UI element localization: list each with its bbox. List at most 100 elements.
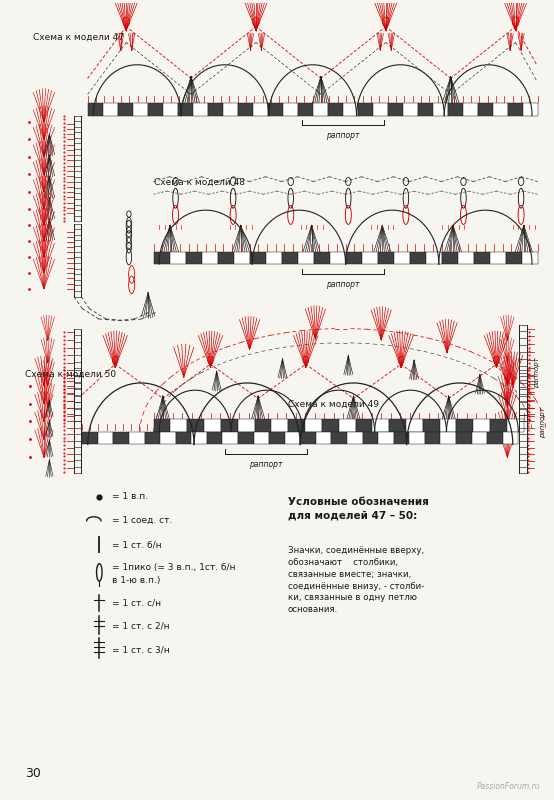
Point	[525, 375, 534, 388]
Point	[524, 367, 532, 380]
Text: раппорт: раппорт	[326, 280, 360, 289]
Bar	[207, 432, 223, 445]
Bar	[271, 419, 288, 432]
Bar	[389, 419, 406, 432]
Bar	[458, 252, 474, 264]
Bar	[473, 419, 490, 432]
Bar	[238, 103, 253, 115]
Bar	[471, 432, 487, 445]
Bar	[316, 432, 331, 445]
Point	[60, 157, 69, 170]
Point	[60, 454, 69, 466]
Bar	[418, 103, 433, 115]
Point	[525, 390, 534, 403]
Point	[60, 120, 69, 133]
Point	[525, 394, 534, 407]
Point	[60, 207, 69, 220]
Bar	[265, 252, 281, 264]
Point	[525, 338, 534, 350]
Bar	[346, 252, 362, 264]
Point	[524, 462, 532, 474]
Point	[60, 375, 69, 388]
Bar	[356, 419, 372, 432]
Bar	[83, 432, 98, 445]
Point	[525, 398, 534, 411]
Point	[525, 364, 534, 377]
Point	[60, 390, 69, 402]
Bar	[297, 103, 312, 115]
Text: = 1 соед. ст.: = 1 соед. ст.	[112, 516, 173, 526]
Point	[60, 431, 69, 444]
Bar	[409, 252, 425, 264]
Point	[524, 386, 532, 399]
Point	[60, 435, 69, 448]
Point	[25, 234, 34, 247]
Point	[524, 446, 532, 459]
Point	[25, 203, 34, 216]
Point	[60, 438, 69, 451]
Point	[524, 465, 532, 478]
Bar	[191, 432, 207, 445]
Point	[525, 402, 534, 415]
Bar	[234, 252, 250, 264]
Point	[525, 368, 534, 381]
Point	[60, 200, 69, 213]
Point	[60, 386, 69, 399]
Point	[60, 182, 69, 195]
Point	[60, 146, 69, 158]
Text: в 1-ю в.п.): в 1-ю в.п.)	[112, 576, 161, 585]
Point	[26, 397, 35, 410]
Bar	[193, 103, 208, 115]
Point	[60, 171, 69, 184]
Text: Условные обозначения
для моделей 47 – 50:: Условные обозначения для моделей 47 – 50…	[288, 497, 429, 520]
Bar	[133, 103, 148, 115]
Text: Значки, соединённые вверху,
обозначают    столбики,
связанные вместе; значки,
со: Значки, соединённые вверху, обозначают с…	[288, 546, 424, 614]
Text: раппорт: раппорт	[540, 407, 546, 438]
Bar	[148, 103, 163, 115]
Bar	[493, 103, 507, 115]
Point	[60, 363, 69, 376]
Bar	[463, 103, 478, 115]
Point	[525, 349, 534, 362]
Bar	[254, 432, 269, 445]
Bar	[208, 103, 223, 115]
Point	[60, 394, 69, 406]
Point	[524, 374, 532, 387]
Point	[26, 379, 35, 392]
Point	[525, 334, 534, 346]
Text: = 1 ст. с 2/н: = 1 ст. с 2/н	[112, 622, 170, 631]
Point	[525, 326, 534, 339]
Bar	[442, 252, 458, 264]
Point	[60, 190, 69, 202]
Text: 30: 30	[25, 766, 40, 780]
Point	[524, 416, 532, 429]
Point	[524, 458, 532, 470]
Bar	[425, 432, 440, 445]
Bar	[153, 252, 170, 264]
Point	[60, 368, 69, 381]
Bar	[145, 432, 160, 445]
Point	[60, 215, 69, 228]
Point	[60, 420, 69, 433]
Point	[524, 378, 532, 391]
Text: Схема к модели 47: Схема к модели 47	[33, 33, 124, 42]
Point	[60, 186, 69, 198]
Bar	[342, 103, 358, 115]
Point	[525, 414, 534, 426]
Point	[60, 465, 69, 478]
Text: раппорт: раппорт	[535, 357, 541, 388]
Point	[60, 160, 69, 173]
Point	[60, 427, 69, 440]
Bar	[440, 419, 456, 432]
Bar	[505, 252, 521, 264]
Point	[60, 330, 69, 342]
Bar	[281, 252, 297, 264]
Point	[60, 383, 69, 396]
Point	[60, 394, 69, 407]
Text: раппорт: раппорт	[249, 460, 283, 470]
Bar	[129, 432, 145, 445]
Bar	[363, 432, 378, 445]
Bar	[312, 103, 327, 115]
Point	[25, 266, 34, 279]
Text: PassionForum.ru: PassionForum.ru	[476, 782, 540, 791]
